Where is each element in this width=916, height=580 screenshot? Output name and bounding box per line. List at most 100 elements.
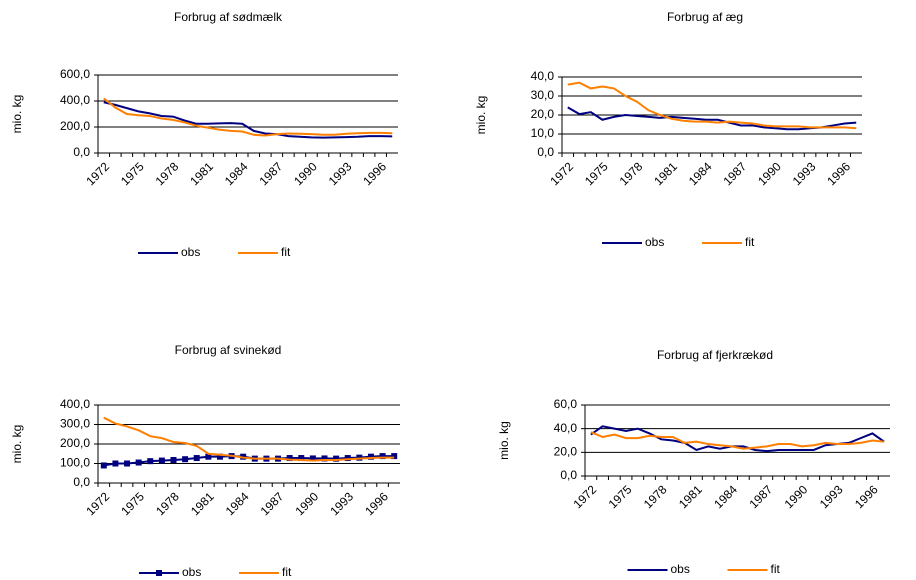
x-tick-label: 1987	[720, 159, 749, 188]
chart-title: Forbrug af sødmælk	[174, 10, 283, 24]
legend-label: fit	[281, 245, 291, 259]
marker	[321, 455, 328, 462]
marker	[333, 455, 340, 462]
legend-marker	[156, 570, 162, 576]
legend-label: obs	[645, 235, 664, 249]
y-tick-label: 200,0	[60, 436, 90, 450]
x-tick-label: 1990	[292, 489, 321, 518]
y-axis-label: mio. kg	[10, 425, 24, 464]
marker	[379, 453, 386, 460]
x-tick-label: 1975	[118, 159, 147, 188]
line-series	[590, 431, 885, 450]
marker	[309, 455, 316, 462]
marker	[182, 456, 189, 463]
y-tick-label: 200,0	[60, 119, 90, 133]
x-tick-label: 1996	[824, 159, 853, 188]
x-tick-label: 1984	[711, 482, 740, 511]
y-tick-label: 400,0	[60, 397, 90, 411]
x-tick-label: 1993	[790, 159, 819, 188]
x-tick-label: 1987	[256, 159, 285, 188]
x-tick-label: 1993	[326, 159, 355, 188]
y-tick-label: 20,0	[531, 107, 555, 121]
y-tick-label: 40,0	[554, 421, 578, 435]
x-tick-label: 1978	[641, 482, 670, 511]
y-tick-label: 0,0	[73, 145, 90, 159]
y-tick-label: 600,0	[60, 67, 90, 81]
y-tick-label: 10,0	[531, 126, 555, 140]
x-tick-label: 1981	[188, 489, 217, 518]
x-tick-label: 1978	[153, 489, 182, 518]
x-tick-label: 1993	[327, 489, 356, 518]
line-series	[103, 97, 393, 137]
marker	[124, 460, 131, 467]
y-tick-label: 30,0	[531, 88, 555, 102]
legend-label: fit	[282, 565, 292, 579]
x-tick-label: 1981	[651, 159, 680, 188]
x-tick-label: 1984	[223, 489, 252, 518]
marker	[205, 453, 212, 460]
x-tick-label: 1972	[83, 159, 112, 188]
y-tick-label: 100,0	[60, 456, 90, 470]
x-tick-label: 1981	[187, 159, 216, 188]
x-tick-label: 1978	[153, 159, 182, 188]
chart-title: Forbrug af svinekød	[175, 343, 282, 357]
chart-panel: Forbrug af sødmælk mio. kg 0,0 200,0 400,0 60…	[10, 10, 398, 259]
marker	[298, 455, 305, 462]
y-axis-label: mio. kg	[10, 95, 24, 134]
chart-panel: Forbrug af æg mio. kg 0,0 10,0 20,0 30,0 40,0 1…	[474, 10, 862, 249]
y-tick-label: 0,0	[560, 468, 577, 482]
chart-title: Forbrug af æg	[667, 10, 743, 24]
x-tick-label: 1981	[676, 482, 705, 511]
legend-label: obs	[182, 565, 201, 579]
x-tick-label: 1996	[362, 489, 391, 518]
legend-label: fit	[745, 235, 755, 249]
x-tick-label: 1972	[570, 482, 599, 511]
marker	[158, 457, 165, 464]
chart-panel: Forbrug af svinekød mio. kg 0,0 100,0 200,0 3…	[10, 343, 400, 579]
x-tick-label: 1975	[606, 482, 635, 511]
x-tick-label: 1990	[291, 159, 320, 188]
y-tick-label: 0,0	[73, 475, 90, 489]
line-series	[567, 106, 857, 131]
marker	[367, 453, 374, 460]
x-tick-label: 1972	[547, 159, 576, 188]
marker	[344, 455, 351, 462]
chart-panel: Forbrug af fjerkrækød mio. kg 0,0 20,0 40,0 6…	[497, 348, 890, 576]
x-tick-label: 1975	[582, 159, 611, 188]
x-tick-label: 1993	[817, 482, 846, 511]
x-tick-label: 1972	[83, 489, 112, 518]
y-tick-label: 60,0	[554, 397, 578, 411]
x-tick-label: 1990	[782, 482, 811, 511]
y-tick-label: 40,0	[531, 69, 555, 83]
y-axis-label: mio. kg	[474, 96, 488, 135]
x-tick-label: 1984	[222, 159, 251, 188]
y-tick-label: 0,0	[537, 145, 554, 159]
legend-label: obs	[181, 245, 200, 259]
x-tick-label: 1975	[118, 489, 147, 518]
y-tick-label: 300,0	[60, 417, 90, 431]
marker	[112, 460, 119, 467]
chart-title: Forbrug af fjerkrækød	[657, 348, 773, 362]
marker	[100, 462, 107, 469]
marker	[135, 459, 142, 466]
x-tick-label: 1996	[852, 482, 881, 511]
x-tick-label: 1978	[617, 159, 646, 188]
marker	[216, 453, 223, 460]
y-tick-label: 400,0	[60, 93, 90, 107]
x-tick-label: 1987	[746, 482, 775, 511]
x-tick-label: 1987	[258, 489, 287, 518]
legend-label: obs	[671, 562, 690, 576]
y-tick-label: 20,0	[554, 445, 578, 459]
x-tick-label: 1990	[755, 159, 784, 188]
line-series	[103, 101, 393, 139]
marker	[286, 455, 293, 462]
marker	[193, 455, 200, 462]
line-series	[567, 81, 857, 130]
x-tick-label: 1984	[686, 159, 715, 188]
y-axis-label: mio. kg	[497, 421, 511, 460]
x-tick-label: 1996	[360, 159, 389, 188]
marker	[391, 453, 398, 460]
legend-label: fit	[771, 562, 781, 576]
marker	[147, 458, 154, 465]
